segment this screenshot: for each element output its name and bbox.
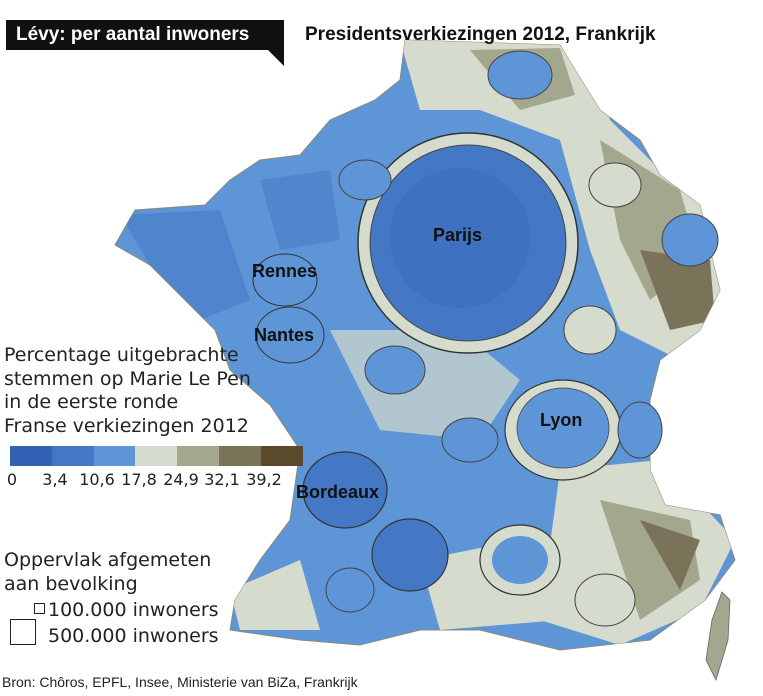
- legend-title: Percentage uitgebrachte stemmen op Marie…: [4, 344, 251, 438]
- legend-ticks: 0 3,4 10,6 17,8 24,9 32,1 39,2: [0, 470, 320, 492]
- city-label-rennes: Rennes: [252, 261, 318, 281]
- legend-tick-label: 3,4: [42, 470, 68, 489]
- legend-swatch: [177, 446, 219, 466]
- legend-tick-label: 10,6: [79, 470, 115, 489]
- legend-title-line: stemmen op Marie Le Pen: [4, 367, 251, 390]
- area-legend-title: Oppervlak afgemeten aan bevolking: [4, 548, 211, 596]
- france-landmass: [114, 39, 736, 682]
- source-credit: Bron: Chôros, EPFL, Insee, Ministerie va…: [2, 674, 358, 690]
- area-legend-title-line: aan bevolking: [4, 573, 138, 595]
- legend-title-line: Percentage uitgebrachte: [4, 344, 239, 366]
- legend-title-line: in de eerste ronde: [4, 391, 179, 413]
- city-label-bordeaux: Bordeaux: [296, 482, 380, 502]
- small-square-icon: [34, 603, 45, 614]
- legend-color-bar: [10, 446, 303, 466]
- city-label-nantes: Nantes: [254, 325, 315, 345]
- city-label-parijs: Parijs: [433, 225, 483, 245]
- city-label-lyon: Lyon: [540, 410, 583, 430]
- legend-swatch: [135, 446, 178, 466]
- legend-tick-label: 39,2: [246, 470, 282, 489]
- legend-tick-label: 0: [6, 470, 18, 489]
- area-legend-title-line: Oppervlak afgemeten: [4, 549, 212, 571]
- large-square-icon: [10, 619, 36, 645]
- map-tag-notch: [268, 50, 284, 66]
- area-legend-large-label: 500.000 inwoners: [48, 625, 219, 647]
- legend-swatch: [10, 446, 52, 466]
- legend-tick-label: 24,9: [163, 470, 199, 489]
- legend-swatch: [93, 446, 136, 466]
- map-title: Presidentsverkiezingen 2012, Frankrijk: [305, 24, 656, 45]
- legend-swatch: [51, 446, 94, 466]
- legend-tick-label: 17,8: [121, 470, 157, 489]
- map-tag-label: Lévy: per aantal inwoners: [6, 20, 284, 50]
- legend-title-line: Franse verkiezingen 2012: [4, 414, 249, 437]
- legend-swatch: [260, 446, 303, 466]
- legend-swatch: [218, 446, 261, 466]
- legend-tick-label: 32,1: [204, 470, 240, 489]
- area-legend-small-label: 100.000 inwoners: [48, 599, 219, 621]
